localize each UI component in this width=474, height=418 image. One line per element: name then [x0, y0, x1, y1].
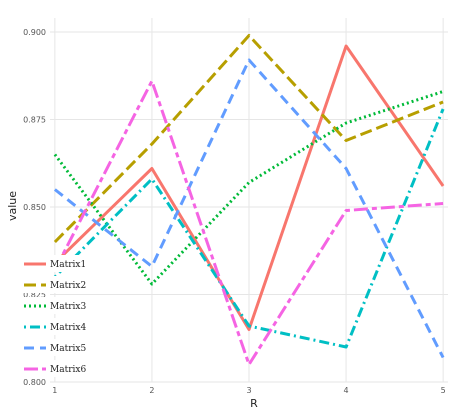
legend-item: Matrix3 [22, 297, 110, 314]
x-tick-label: 4 [344, 386, 349, 395]
legend-label: Matrix5 [50, 344, 86, 354]
legend-item: Matrix2 [22, 276, 110, 293]
y-axis-ticks: 0.800 0.825 0.850 0.875 0.900 [23, 28, 46, 387]
y-tick-label: 0.825 [23, 291, 46, 300]
legend-label: Matrix1 [50, 260, 86, 270]
y-tick-label: 0.850 [23, 203, 46, 212]
legend-label: Matrix6 [50, 365, 86, 375]
y-tick-label: 0.900 [23, 28, 46, 37]
legend-key-background [22, 339, 110, 356]
legend-key-background [22, 255, 110, 272]
series-line-matrix4 [53, 108, 445, 349]
legend-item: Matrix1 [22, 255, 110, 272]
x-tick-label: 1 [52, 386, 57, 395]
series-lines [53, 34, 445, 366]
legend-item: Matrix5 [22, 339, 110, 356]
legend-label: Matrix4 [50, 323, 86, 333]
legend-label: Matrix2 [50, 281, 86, 291]
series-line-matrix1 [53, 44, 445, 331]
grid-lines [50, 18, 448, 383]
legend-key-background [22, 318, 110, 335]
legend-item: Matrix6 [22, 360, 110, 377]
x-axis-title: R [250, 397, 258, 410]
series-line-matrix2 [53, 34, 444, 244]
series-line-matrix3 [53, 90, 444, 286]
y-tick-label: 0.875 [23, 116, 46, 125]
y-tick-label: 0.800 [23, 378, 46, 387]
legend: Matrix1 Matrix2 Matrix3 Matrix4 Matrix5 Matri… [22, 255, 110, 377]
series-line-matrix6 [53, 79, 444, 366]
x-tick-label: 5 [441, 386, 446, 395]
legend-key-background [22, 276, 110, 293]
x-tick-label: 3 [246, 386, 251, 395]
x-axis-ticks: 1 2 3 4 5 [52, 386, 445, 395]
legend-key-background [22, 360, 110, 377]
legend-label: Matrix3 [50, 302, 86, 312]
x-tick-label: 2 [149, 386, 154, 395]
y-axis-title: value [6, 191, 19, 221]
legend-key-background [22, 297, 110, 314]
legend-item: Matrix4 [22, 318, 110, 335]
series-line-matrix5 [53, 58, 445, 359]
